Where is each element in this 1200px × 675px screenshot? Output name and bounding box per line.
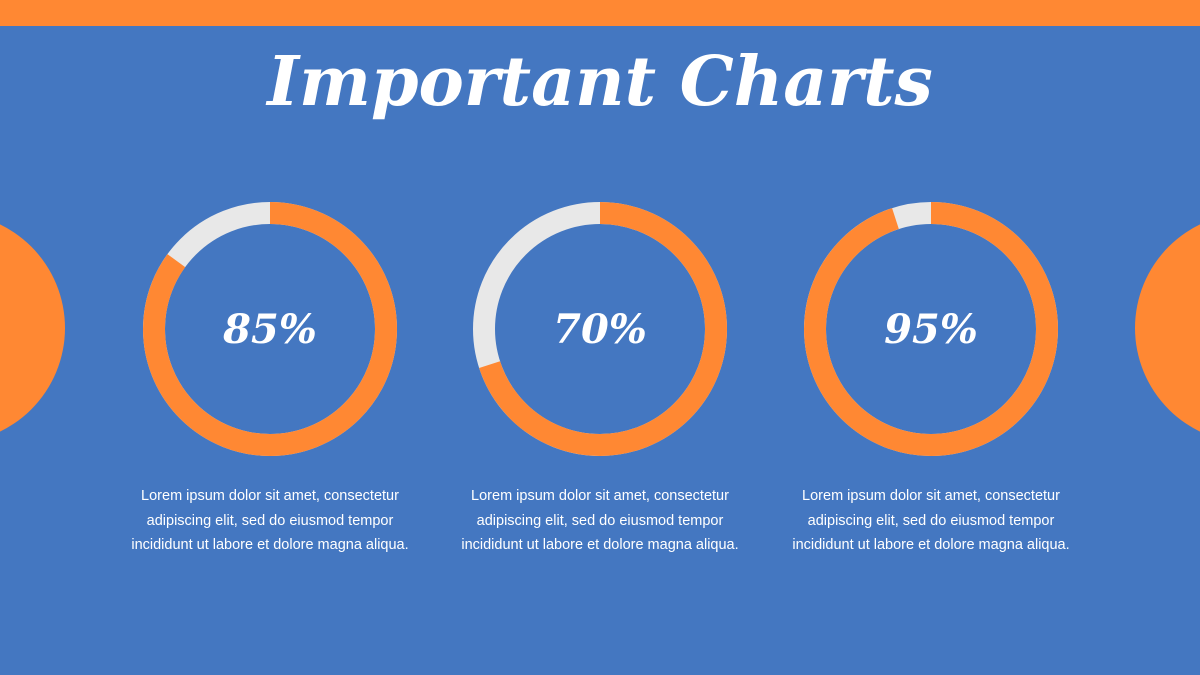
- top-accent-bar: [0, 0, 1200, 26]
- donut-chart-2: 70%: [472, 201, 728, 457]
- donut-3-value-label: 95%: [884, 306, 978, 353]
- left-decorative-circle: [0, 213, 65, 443]
- donut-chart-1-svg: 85%: [143, 202, 397, 456]
- donut-2-value-label: 70%: [553, 306, 647, 353]
- slide-title: Important Charts: [267, 42, 933, 122]
- donut-3-fill: [804, 202, 1058, 456]
- description-2: Lorem ipsum dolor sit amet, consectetur …: [461, 488, 739, 553]
- description-1: Lorem ipsum dolor sit amet, consectetur …: [131, 488, 409, 553]
- donut-1-fill: [143, 202, 397, 456]
- donut-chart-3: 95%: [803, 201, 1059, 457]
- donut-1-value-label: 85%: [222, 306, 317, 353]
- right-decorative-circle: [1135, 213, 1200, 443]
- description-3: Lorem ipsum dolor sit amet, consectetur …: [792, 488, 1070, 553]
- donut-chart-3-svg: 95%: [804, 202, 1058, 456]
- donut-chart-1: 85%: [142, 201, 398, 457]
- donut-2-fill: [473, 202, 727, 456]
- donut-chart-2-svg: 70%: [473, 202, 727, 456]
